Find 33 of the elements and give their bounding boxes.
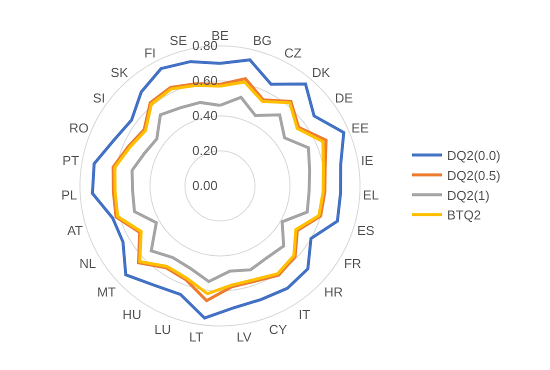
spoke-label: FI [144,46,156,61]
spoke-label: NL [79,256,96,271]
spoke-label: HR [324,284,343,300]
spoke-label: CY [268,322,288,338]
spoke-label: HU [122,306,142,322]
y-tick-label: 0.00 [192,178,218,194]
spoke-label: RO [69,120,89,136]
spoke-label: SI [92,90,106,106]
spoke-label: PT [62,153,80,168]
spoke-label: DE [334,90,354,106]
y-tick-label: 0.40 [192,108,218,124]
legend-label: DQ2(1) [447,188,490,203]
spoke-label: AT [67,223,83,238]
spoke-label: ES [357,223,375,238]
spoke-label: CZ [284,46,302,61]
spoke-label: EE [351,120,370,136]
legend-label: DQ2(0.0) [447,148,500,164]
y-tick-label: 0.20 [192,143,218,158]
spoke-label: LT [189,330,204,345]
spoke-label: BG [253,33,272,48]
spoke-label: MT [97,284,116,300]
spoke-label: IT [298,306,310,322]
spoke-label: SE [170,33,188,48]
legend-label: BTQ2 [447,208,481,223]
spoke-label: FR [344,256,362,271]
spoke-label: EL [362,188,379,203]
spoke-label: IE [360,153,374,168]
spoke-label: LU [154,322,172,338]
legend-label: DQ2(0.5) [447,168,500,183]
spoke-label: PL [61,188,78,203]
spoke-label: LV [236,330,252,345]
spoke-label: SK [110,65,128,80]
spoke-label: DK [312,65,330,80]
